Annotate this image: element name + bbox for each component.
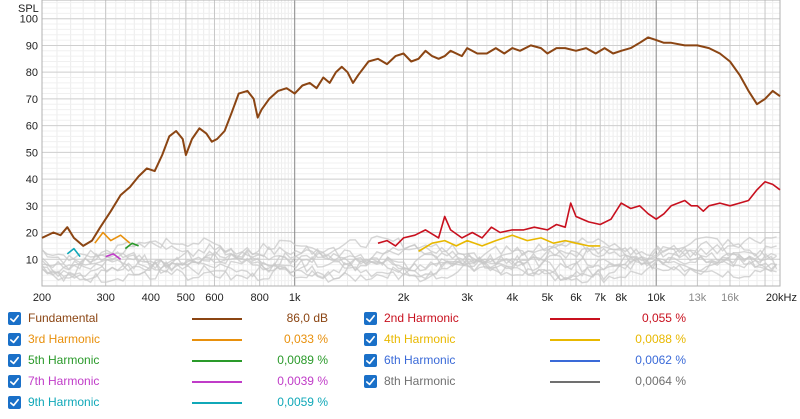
series-line-9th-harmonic <box>66 247 81 258</box>
y-tick-label: 100 <box>20 14 38 26</box>
x-tick-label: 20kHz <box>766 292 797 304</box>
y-tick-label: 10 <box>26 254 38 266</box>
legend-value: 86,0 dB <box>286 311 328 325</box>
legend-checkbox-4th-harmonic[interactable] <box>364 333 377 346</box>
legend-value: 0,0039 % <box>277 374 328 388</box>
legend-item-8th-harmonic: 8th Harmonic 0,0064 % <box>364 371 694 391</box>
legend-value: 0,0062 % <box>635 353 686 367</box>
legend-value: 0,0088 % <box>635 332 686 346</box>
series-line-3rd-harmonic <box>94 231 131 244</box>
noise-floor-curve <box>41 240 777 272</box>
legend-item-3rd-harmonic: 3rd Harmonic 0,033 % <box>8 329 338 349</box>
legend-swatch <box>192 318 242 320</box>
legend-value: 0,0089 % <box>277 353 328 367</box>
noise-floor-curve <box>41 252 777 281</box>
legend-label: 3rd Harmonic <box>28 332 101 346</box>
y-tick-label: 20 <box>26 228 38 240</box>
legend-swatch <box>550 360 600 362</box>
legend-item-5th-harmonic: 5th Harmonic 0,0089 % <box>8 350 338 370</box>
legend-value: 0,0064 % <box>635 374 686 388</box>
legend-checkbox-fundamental[interactable] <box>8 312 21 325</box>
y-tick-label: 30 <box>26 201 38 213</box>
legend-checkbox-5th-harmonic[interactable] <box>8 354 21 367</box>
legend-item-6th-harmonic: 6th Harmonic 0,0062 % <box>364 350 694 370</box>
x-tick-label: 200 <box>33 292 51 304</box>
x-tick-label: 6k <box>570 292 582 304</box>
legend-value: 0,033 % <box>283 332 328 346</box>
noise-floor-curve <box>41 236 777 266</box>
series-line-fundamental <box>41 36 781 247</box>
legend-checkbox-8th-harmonic[interactable] <box>364 375 377 388</box>
noise-floor-curve <box>41 244 777 275</box>
legend-swatch <box>550 339 600 341</box>
x-tick-label: 500 <box>177 292 195 304</box>
y-tick-label: 80 <box>26 67 38 79</box>
legend-item-9th-harmonic: 9th Harmonic 0,0059 % <box>8 392 338 412</box>
legend-checkbox-2nd-harmonic[interactable] <box>364 312 377 325</box>
legend-swatch <box>192 339 242 341</box>
legend-item-4th-harmonic: 4th Harmonic 0,0088 % <box>364 329 694 349</box>
x-tick-label: 7k <box>594 292 606 304</box>
legend-value: 0,0059 % <box>277 395 328 409</box>
legend-item-fundamental: Fundamental 86,0 dB <box>8 308 338 328</box>
series-curves <box>41 36 781 260</box>
legend-label: 7th Harmonic <box>28 374 100 388</box>
x-tick-label: 5k <box>542 292 554 304</box>
legend-label: 2nd Harmonic <box>384 311 459 325</box>
legend-swatch <box>550 381 600 383</box>
x-tick-label: 13k <box>689 292 707 304</box>
y-tick-labels: 10 20 30 40 50 60 70 80 90 100 <box>20 14 38 267</box>
legend-swatch <box>192 381 242 383</box>
legend-label: 5th Harmonic <box>28 353 100 367</box>
x-tick-label: 8k <box>615 292 627 304</box>
legend-label: 4th Harmonic <box>384 332 456 346</box>
legend-checkbox-3rd-harmonic[interactable] <box>8 333 21 346</box>
legend-swatch <box>550 318 600 320</box>
x-tick-label: 10k <box>647 292 665 304</box>
spl-chart: 10 20 30 40 50 60 70 80 90 100 200 300 400 500 600 800… <box>18 0 797 304</box>
x-tick-labels: 200 300 400 500 600 800 1k 2k 3k 4k 5k 6k 7k 8k 10k 13k… <box>33 292 797 304</box>
x-tick-label: 400 <box>142 292 160 304</box>
y-tick-label: 70 <box>26 94 38 106</box>
series-line-4th-harmonic <box>418 234 601 252</box>
legend-label: 6th Harmonic <box>384 353 456 367</box>
series-line-5th-harmonic <box>124 242 139 250</box>
legend-swatch <box>192 402 242 404</box>
legend-value: 0,055 % <box>641 311 686 325</box>
legend-checkbox-6th-harmonic[interactable] <box>364 354 377 367</box>
y-tick-label: 50 <box>26 147 38 159</box>
series-line-2nd-harmonic <box>377 181 781 247</box>
legend-label: 8th Harmonic <box>384 374 456 388</box>
x-tick-label: 4k <box>507 292 519 304</box>
y-tick-label: 60 <box>26 121 38 133</box>
y-tick-label: 90 <box>26 40 38 52</box>
y-axis-label: SPL <box>18 3 39 15</box>
x-tick-label: 1k <box>289 292 301 304</box>
series-line-7th-harmonic <box>105 253 122 260</box>
x-tick-label: 300 <box>96 292 114 304</box>
plot-frame <box>41 0 781 287</box>
grid <box>41 0 781 287</box>
y-tick-label: 40 <box>26 174 38 186</box>
x-tick-label: 3k <box>461 292 473 304</box>
x-tick-label: 16k <box>721 292 739 304</box>
legend-item-7th-harmonic: 7th Harmonic 0,0039 % <box>8 371 338 391</box>
noise-floor-curves <box>41 235 778 284</box>
legend-checkbox-9th-harmonic[interactable] <box>8 396 21 409</box>
x-tick-label: 2k <box>398 292 410 304</box>
legend-label: 9th Harmonic <box>28 395 100 409</box>
legend-checkbox-7th-harmonic[interactable] <box>8 375 21 388</box>
legend-swatch <box>192 360 242 362</box>
x-tick-label: 800 <box>250 292 268 304</box>
legend-label: Fundamental <box>28 311 99 325</box>
legend-item-2nd-harmonic: 2nd Harmonic 0,055 % <box>364 308 694 328</box>
x-tick-label: 600 <box>205 292 223 304</box>
